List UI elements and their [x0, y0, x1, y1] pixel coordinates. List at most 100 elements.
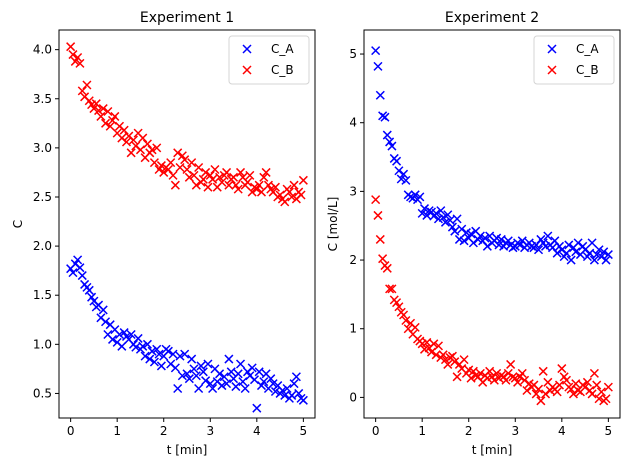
- data-point: [254, 180, 264, 190]
- data-point: [599, 247, 609, 257]
- data-point: [133, 333, 143, 343]
- data-point: [268, 379, 278, 389]
- data-point: [249, 375, 260, 385]
- data-point: [475, 231, 485, 241]
- data-point: [89, 104, 99, 114]
- data-point: [603, 382, 613, 392]
- data-point: [506, 359, 516, 369]
- data-point: [198, 174, 208, 184]
- data-point: [156, 361, 166, 371]
- data-point: [291, 372, 301, 382]
- data-point: [298, 395, 308, 405]
- data-point: [571, 247, 581, 257]
- data-point: [375, 234, 385, 244]
- data-point: [98, 305, 108, 315]
- data-point: [154, 349, 164, 359]
- data-point: [589, 368, 599, 378]
- data-point: [75, 263, 85, 273]
- x-tick-label: 5: [605, 424, 613, 438]
- data-point: [191, 371, 201, 381]
- y-tick-label: 4.0: [33, 43, 52, 57]
- data-point: [438, 350, 448, 360]
- data-point: [371, 195, 381, 205]
- data-point: [401, 175, 411, 185]
- data-point: [119, 125, 129, 135]
- data-point: [466, 373, 476, 383]
- y-tick-label: 0.5: [33, 386, 52, 400]
- legend-box: [228, 35, 310, 85]
- data-point: [222, 379, 232, 389]
- data-point: [73, 52, 83, 63]
- data-point: [152, 143, 162, 153]
- y-tick-label: 3.0: [33, 141, 52, 155]
- data-point: [235, 359, 246, 369]
- data-point: [452, 214, 462, 224]
- plot-frame: [363, 29, 621, 419]
- data-point: [373, 210, 383, 220]
- y-axis-label: C [mol/L]: [326, 197, 340, 252]
- data-point: [245, 170, 255, 180]
- data-point: [247, 187, 257, 197]
- data-point: [287, 390, 297, 400]
- series-c-a: [66, 255, 308, 413]
- y-tick-label: 3.5: [33, 92, 52, 106]
- data-point: [436, 206, 446, 216]
- x-tick-label: 1: [418, 424, 426, 438]
- data-point: [138, 341, 148, 351]
- chart-title: Experiment 2: [445, 10, 539, 26]
- data-point: [270, 182, 280, 192]
- data-point: [401, 315, 411, 326]
- data-point: [459, 355, 469, 365]
- y-tick-label: 0: [349, 390, 357, 404]
- data-point: [180, 155, 190, 165]
- data-point: [289, 180, 299, 190]
- y-tick-label: 2: [349, 253, 357, 267]
- data-point: [429, 339, 439, 349]
- data-point: [592, 250, 602, 260]
- x-tick-label: 0: [372, 424, 380, 438]
- data-point: [566, 255, 576, 265]
- data-point: [468, 238, 478, 248]
- data-point: [571, 379, 581, 389]
- legend-label: C_A: [576, 42, 599, 56]
- data-point: [431, 208, 441, 218]
- data-point: [105, 121, 115, 131]
- plot-frame: [58, 29, 316, 419]
- data-point: [96, 111, 106, 121]
- data-point: [163, 164, 173, 175]
- data-point: [242, 177, 253, 187]
- data-point: [77, 271, 87, 281]
- legend-label: C_B: [576, 63, 599, 77]
- x-tick-label: 3: [206, 424, 214, 438]
- y-tick-label: 5: [349, 47, 357, 61]
- data-point: [198, 367, 208, 377]
- data-point: [203, 182, 213, 192]
- data-point: [101, 317, 111, 327]
- data-point: [187, 158, 197, 168]
- data-point: [84, 285, 94, 295]
- data-point: [385, 137, 395, 147]
- data-point: [110, 111, 120, 121]
- data-point: [91, 99, 101, 109]
- data-point: [205, 379, 215, 389]
- data-point: [373, 61, 383, 71]
- legend-marker: [242, 65, 252, 75]
- data-point: [184, 172, 194, 182]
- data-point: [215, 369, 225, 379]
- data-point: [382, 263, 392, 273]
- data-point: [75, 58, 85, 68]
- data-point: [266, 374, 276, 384]
- data-point: [184, 374, 194, 384]
- data-point: [252, 403, 262, 413]
- data-point: [513, 377, 523, 387]
- data-point: [189, 364, 199, 374]
- x-tick-label: 4: [253, 424, 261, 438]
- data-point: [587, 389, 597, 399]
- data-point: [557, 364, 567, 374]
- data-point: [168, 170, 178, 180]
- data-point: [492, 368, 502, 378]
- data-point: [289, 379, 299, 389]
- data-point: [145, 354, 155, 364]
- data-point: [114, 329, 125, 340]
- data-point: [194, 384, 204, 394]
